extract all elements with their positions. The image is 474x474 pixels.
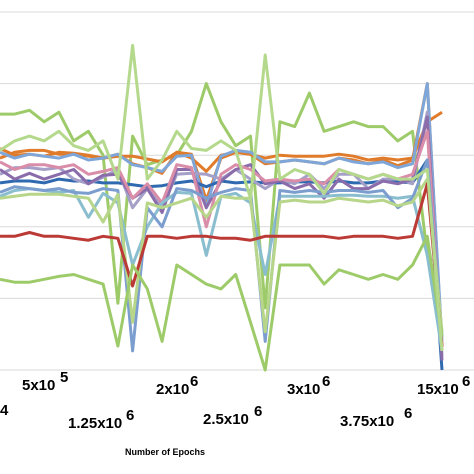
x-tick-exponent-1.25e6: 6 xyxy=(126,407,134,424)
x-tick-label-5e5: 5x10 xyxy=(22,377,55,394)
x-tick-label-3.75e6: 3.75x10 xyxy=(340,413,394,430)
x-tick-exponent-3.75e6: 6 xyxy=(404,405,412,422)
series-line-12 xyxy=(0,182,444,347)
series-line-14 xyxy=(0,43,444,352)
series-line-13 xyxy=(0,234,444,372)
series-line-1 xyxy=(0,82,444,333)
x-tick-label-15e6: 15x10 xyxy=(417,381,459,398)
x-tick-exponent-2e6: 6 xyxy=(190,373,198,390)
x-tick-exponent-2.5e6: 6 xyxy=(254,403,262,420)
x-tick-partial-exponent: 4 xyxy=(0,402,9,419)
x-tick-exponent-3e6: 6 xyxy=(322,373,330,390)
x-tick-label-3e6: 3x10 xyxy=(287,381,320,398)
x-tick-label-2.5e6: 2.5x10 xyxy=(203,411,249,428)
x-tick-exponent-5e5: 5 xyxy=(60,369,68,386)
x-axis-title: Number of Epochs xyxy=(125,447,205,457)
x-tick-label-1.25e6: 1.25x10 xyxy=(68,415,122,432)
series-line-10 xyxy=(0,158,444,353)
plot-area xyxy=(0,43,444,372)
series-line-7 xyxy=(0,115,444,361)
x-tick-label-2e6: 2x10 xyxy=(156,381,189,398)
x-tick-exponent-15e6: 6 xyxy=(462,373,470,390)
series-line-9 xyxy=(0,187,444,352)
series-line-11 xyxy=(0,177,444,334)
series-line-4 xyxy=(0,82,444,342)
series-line-6 xyxy=(0,110,444,356)
